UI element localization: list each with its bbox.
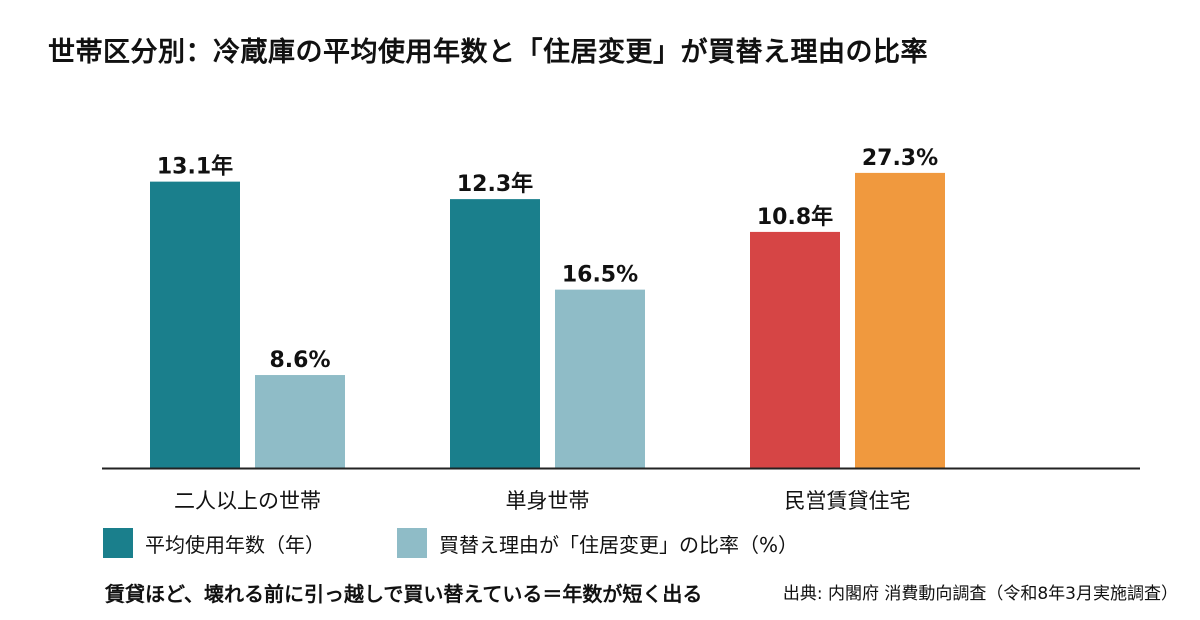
bar-years-2 [750, 231, 840, 468]
legend-label-years: 平均使用年数（年） [145, 532, 325, 557]
data-label-years-2: 10.8年 [757, 204, 833, 230]
data-label-ratio-0: 8.6% [269, 348, 330, 373]
data-label-ratio-2: 27.3% [862, 146, 938, 171]
category-label-2: 民営賃貸住宅 [785, 489, 911, 513]
source-note: 出典: 内閣府 消費動向調査（令和8年3月実施調査） [782, 584, 1178, 604]
category-label-1: 単身世帯 [506, 489, 590, 513]
chart-title: 世帯区分別：冷蔵庫の平均使用年数と「住居変更」が買替え理由の比率 [48, 37, 928, 68]
bar-ratio-0 [255, 375, 345, 468]
data-label-years-1: 12.3年 [457, 171, 533, 197]
legend-swatch-years [103, 528, 133, 558]
legend-item-ratio: 買替え理由が「住居変更」の比率（%） [397, 528, 798, 558]
bar-years-0 [150, 181, 240, 468]
legend: 平均使用年数（年） 買替え理由が「住居変更」の比率（%） [103, 528, 870, 558]
bar-years-1 [450, 199, 540, 468]
legend-swatch-ratio [397, 528, 427, 558]
category-label-0: 二人以上の世帯 [174, 489, 321, 513]
data-label-years-0: 13.1年 [157, 154, 233, 180]
legend-item-years: 平均使用年数（年） [103, 528, 325, 558]
bar-ratio-2 [855, 172, 945, 468]
bar-ratio-1 [555, 289, 645, 468]
footnote: 賃貸ほど、壊れる前に引っ越しで買い替えている＝年数が短く出る [105, 582, 703, 606]
data-label-ratio-1: 16.5% [562, 263, 638, 288]
legend-label-ratio: 買替え理由が「住居変更」の比率（%） [439, 532, 799, 557]
